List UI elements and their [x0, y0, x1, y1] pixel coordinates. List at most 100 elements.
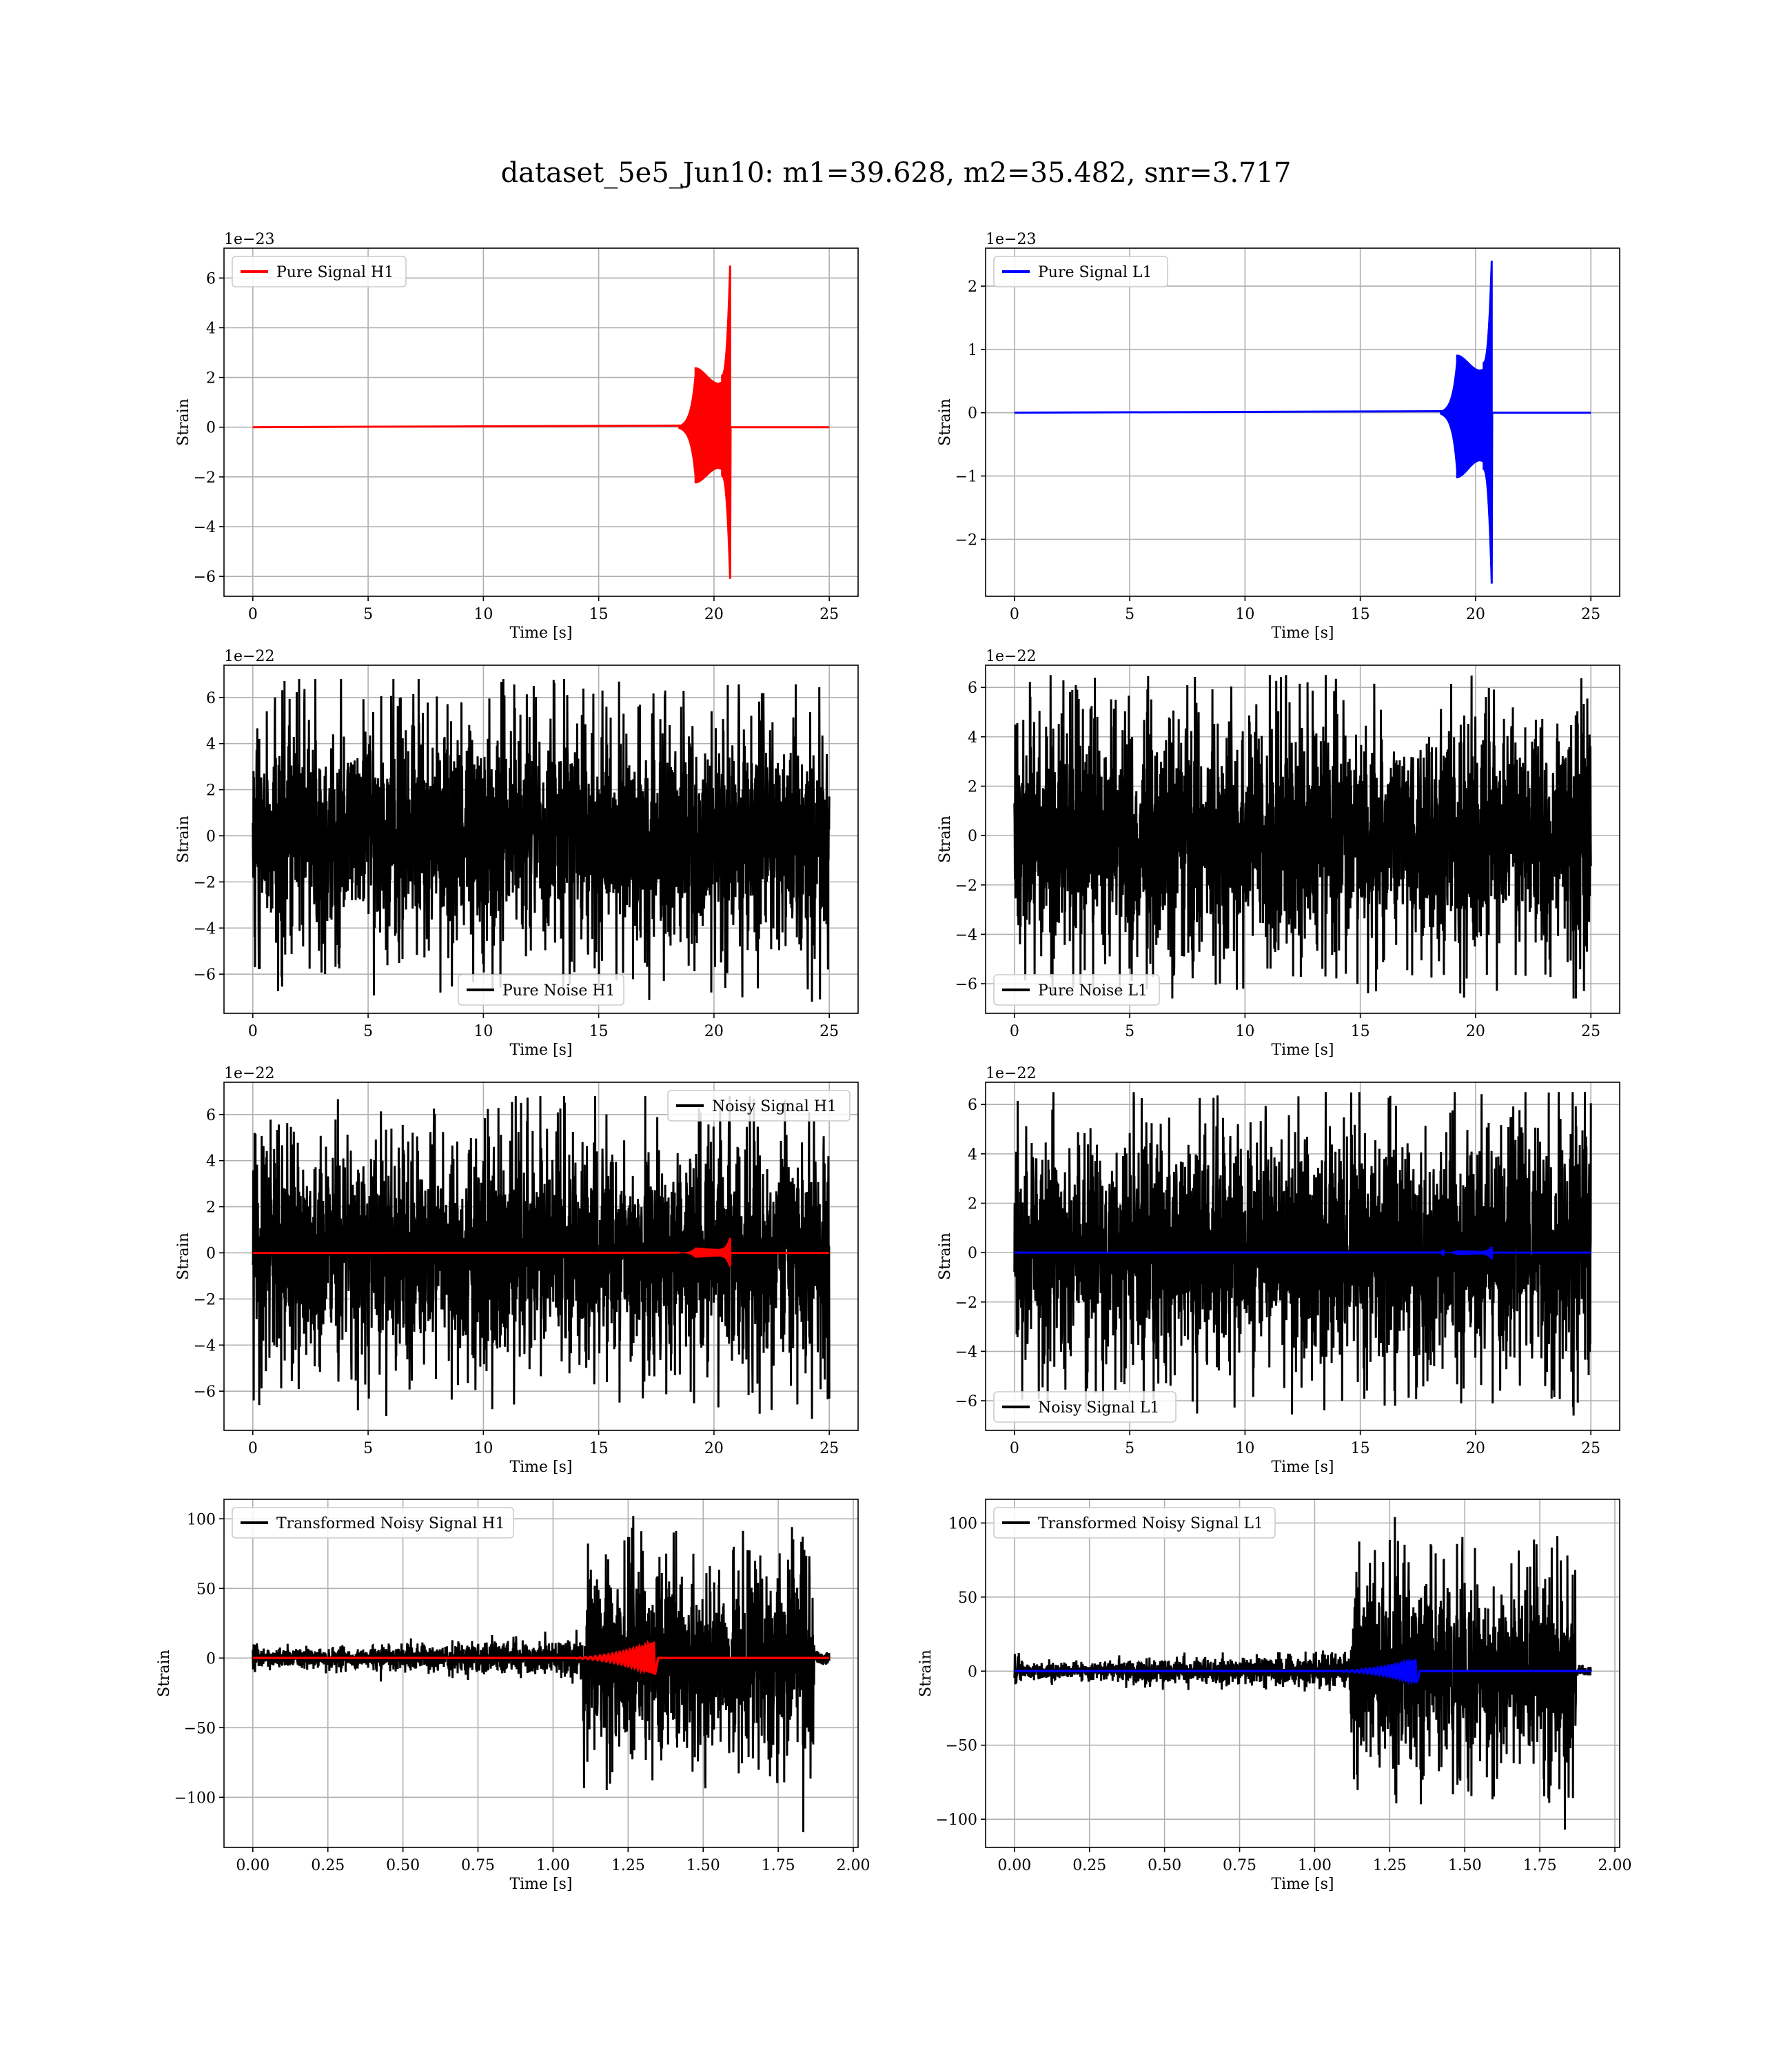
- legend: Pure Signal H1: [232, 256, 407, 287]
- x-tick-label: 0: [1010, 606, 1019, 623]
- x-axis-label: Time [s]: [509, 1042, 572, 1059]
- y-tick-label: −6: [194, 966, 216, 984]
- y-tick-label: −6: [955, 1393, 977, 1410]
- x-tick-label: 1.25: [611, 1857, 645, 1874]
- x-tick-label: 10: [1235, 606, 1254, 623]
- x-tick-label: 10: [1235, 1023, 1254, 1040]
- plot-area: [1013, 1092, 1592, 1416]
- y-tick-label: 2: [206, 370, 216, 387]
- x-tick-label: 0.50: [386, 1857, 420, 1874]
- y-tick-label: 1: [968, 342, 977, 359]
- legend-label: Transformed Noisy Signal L1: [1038, 1515, 1263, 1532]
- y-tick-label: 0: [968, 1663, 977, 1681]
- pure-signal-l1-chart: 0 5 10 15 20 25 −2 −1 0 1 2 Time [s] Strain 1e−23Pure…: [937, 231, 1620, 642]
- legend: Pure Signal L1: [993, 256, 1168, 287]
- y-axis-label: Strain: [156, 1650, 173, 1697]
- x-tick-label: 0.75: [1223, 1857, 1256, 1874]
- transformed-h1-chart: 0.00 0.25 0.50 0.75 1.00 1.25 1.50 1.75 2.00 −100…: [156, 1499, 870, 1893]
- legend-label: Pure Noise H1: [502, 982, 615, 1000]
- x-axis-label: Time [s]: [509, 1459, 572, 1476]
- x-tick-label: 1.75: [762, 1857, 795, 1874]
- y-tick-label: −2: [194, 469, 216, 487]
- y-tick-label: 0: [206, 420, 216, 437]
- axes-frame: [223, 1499, 859, 1848]
- x-tick-label: 0.00: [997, 1857, 1031, 1874]
- signal-series-line: [252, 265, 830, 579]
- plot-area: [252, 1096, 831, 1419]
- y-axis-label: Strain: [937, 815, 954, 863]
- axes-frame: [223, 1082, 859, 1431]
- axis-offset-label: 1e−22: [224, 648, 274, 665]
- pure-noise-l1-chart: 0 5 10 15 20 25 −6 −4 −2 0 2 4 6 Time [s] Strain 1e−22 P…: [937, 648, 1620, 1059]
- y-tick-label: −2: [955, 531, 977, 549]
- y-tick-label: 2: [968, 278, 977, 296]
- y-tick-label: 50: [196, 1581, 216, 1598]
- axes-frame: [223, 665, 859, 1014]
- x-tick-label: 1.00: [1298, 1857, 1332, 1874]
- y-tick-label: −2: [955, 878, 977, 895]
- x-tick-label: 5: [363, 1440, 373, 1457]
- x-tick-label: 25: [819, 606, 839, 623]
- x-tick-label: 1.50: [686, 1857, 720, 1874]
- y-tick-label: 2: [206, 1199, 216, 1217]
- y-tick-label: 6: [206, 1107, 216, 1124]
- axes-frame: [985, 665, 1620, 1014]
- x-tick-label: 20: [704, 1440, 724, 1457]
- plot-area: [1014, 261, 1591, 584]
- x-tick-label: 15: [1351, 1023, 1370, 1040]
- y-tick-label: −4: [955, 1344, 977, 1361]
- x-axis-label: Time [s]: [509, 625, 572, 642]
- legend-label: Noisy Signal L1: [1038, 1399, 1159, 1417]
- x-tick-label: 0.25: [311, 1857, 345, 1874]
- legend-label: Transformed Noisy Signal H1: [276, 1515, 505, 1532]
- x-tick-label: 10: [474, 1440, 493, 1457]
- legend-label: Pure Noise L1: [1038, 982, 1148, 1000]
- y-tick-label: −4: [194, 920, 216, 937]
- y-tick-label: 0: [968, 1245, 977, 1262]
- signal-series-line: [1014, 261, 1591, 584]
- y-tick-label: −4: [194, 519, 216, 536]
- y-tick-label: −2: [194, 1291, 216, 1308]
- x-axis-label: Time [s]: [509, 1876, 572, 1893]
- x-tick-label: 0: [248, 1023, 258, 1040]
- transformed-series-line: [1013, 1517, 1592, 1830]
- legend-box: [458, 974, 624, 1006]
- x-axis-label: Time [s]: [1271, 1459, 1334, 1476]
- y-tick-label: 4: [206, 320, 216, 337]
- y-tick-label: 0: [206, 1245, 216, 1262]
- plot-area: [1013, 1517, 1592, 1830]
- x-tick-label: 1.00: [536, 1857, 570, 1874]
- x-tick-label: 1.75: [1523, 1857, 1557, 1874]
- axis-offset-label: 1e−22: [986, 648, 1036, 665]
- figure-title: dataset_5e5_Jun10: m1=39.628, m2=35.482,…: [500, 157, 1292, 189]
- axes-frame: [985, 1499, 1620, 1848]
- y-axis-label: Strain: [175, 1233, 192, 1280]
- x-axis-label: Time [s]: [1271, 625, 1334, 642]
- x-tick-label: 15: [589, 1023, 609, 1040]
- legend: Transformed Noisy Signal L1: [993, 1507, 1276, 1539]
- signal-series-line: [1014, 1657, 1591, 1685]
- x-tick-label: 20: [1466, 1440, 1485, 1457]
- y-tick-label: −6: [194, 569, 216, 586]
- legend-box: [993, 1507, 1276, 1539]
- noise-series-line: [1013, 675, 1592, 999]
- y-tick-label: 0: [206, 1650, 216, 1667]
- y-tick-label: −100: [936, 1812, 977, 1829]
- legend-box: [993, 1391, 1177, 1423]
- x-tick-label: 1.50: [1448, 1857, 1482, 1874]
- y-tick-label: −100: [174, 1790, 216, 1807]
- x-tick-label: 0: [1010, 1440, 1019, 1457]
- axis-offset-label: 1e−23: [224, 231, 274, 248]
- legend-box: [232, 256, 407, 287]
- plot-area: [1013, 675, 1592, 999]
- x-tick-label: 0.50: [1148, 1857, 1181, 1874]
- y-axis-label: Strain: [175, 815, 192, 863]
- x-tick-label: 2.00: [837, 1857, 870, 1874]
- x-tick-label: 15: [589, 1440, 609, 1457]
- y-tick-label: 4: [968, 729, 977, 747]
- y-tick-label: 4: [206, 1153, 216, 1170]
- legend-box: [993, 256, 1168, 287]
- x-tick-label: 0.75: [461, 1857, 495, 1874]
- noisy-signal-l1-chart: 0 5 10 15 20 25 −6 −4 −2 0 2 4 6 Time [s] Strain 1e−22 N…: [937, 1065, 1620, 1476]
